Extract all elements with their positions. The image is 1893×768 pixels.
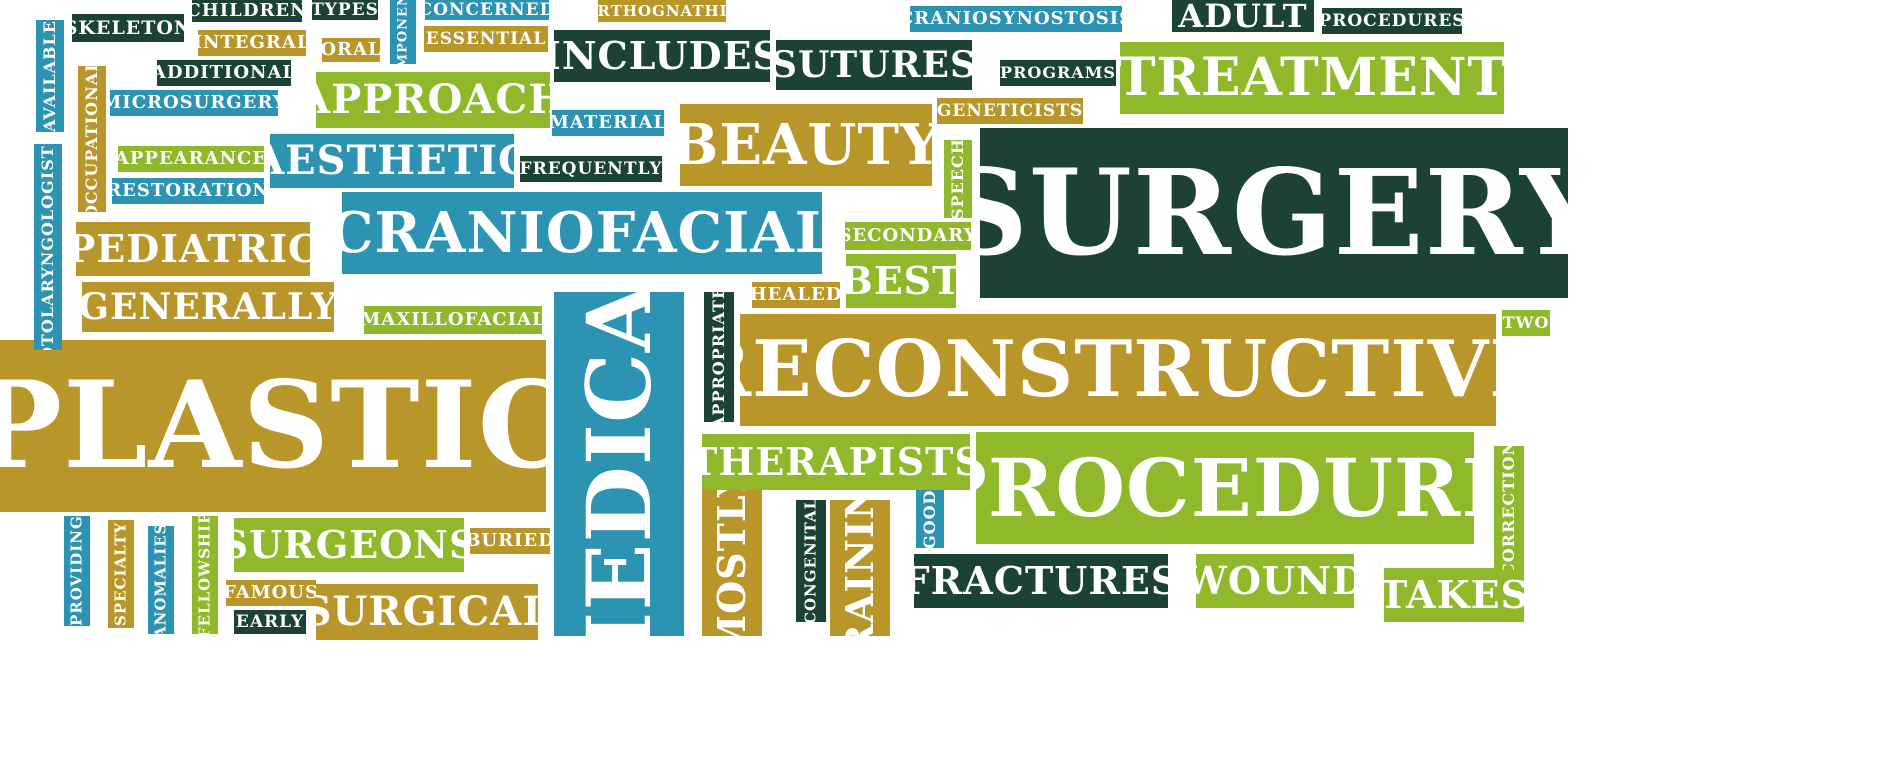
word-includes: INCLUDES [554, 30, 770, 82]
word-surgical: SURGICAL [316, 584, 538, 640]
word-integral: INTEGRAL [198, 30, 306, 56]
word-available: AVAILABLE [36, 20, 64, 132]
word-fractures: FRACTURES [914, 554, 1168, 608]
word-procedures: PROCEDURES [1322, 8, 1462, 34]
word-providing: PROVIDING [64, 516, 90, 626]
word-oral: ORAL [322, 38, 380, 62]
word-specialty: SPECIALTY [108, 520, 134, 628]
word-correction: CORRECTION [1494, 446, 1524, 570]
word-geneticists: GENETICISTS [937, 98, 1083, 124]
word-occupational: OCCUPATIONAL [78, 66, 106, 212]
word-therapists: THERAPISTS [702, 434, 970, 490]
word-famous: FAMOUS [226, 580, 316, 606]
word-beauty: BEAUTY [680, 104, 932, 186]
word-anomalies: ANOMALIES [148, 526, 174, 634]
word-essential: ESSENTIAL [424, 26, 548, 52]
word-components: COMPONENTS [390, 0, 416, 64]
word-surgery: SURGERY [980, 128, 1568, 298]
word-skeleton: SKELETON [72, 14, 184, 42]
word-appropriate: APPROPRIATE [704, 292, 734, 422]
word-generally: GENERALLY [82, 282, 334, 332]
word-best: BEST [846, 254, 956, 308]
word-training: TRAINING [830, 500, 890, 636]
word-approach: APPROACH [316, 72, 550, 128]
word-material: MATERIAL [552, 110, 664, 136]
word-speech: SPEECH [944, 140, 972, 218]
word-two: TWO [1502, 310, 1550, 336]
word-frequently: FREQUENTLY [520, 156, 662, 182]
word-craniosynostosis: CRANIOSYNOSTOSIS [910, 6, 1122, 32]
word-fellowship: FELLOWSHIP [192, 516, 218, 634]
word-reconstructive: RECONSTRUCTIVE [740, 314, 1496, 426]
word-wound: WOUND [1196, 554, 1354, 608]
word-good: GOOD [916, 490, 944, 548]
word-programs: PROGRAMS [1000, 60, 1116, 86]
word-buried: BURIED [470, 528, 550, 554]
word-adult: ADULT [1172, 0, 1314, 32]
word-pediatric: PEDIATRIC [76, 222, 310, 276]
word-plastic: PLASTIC [0, 340, 546, 512]
word-mostly: MOSTLY [702, 490, 762, 636]
word-appearance: APPEARANCE [118, 146, 264, 172]
word-sutures: SUTURES [776, 40, 972, 90]
word-concerned: CONCERNED [425, 0, 549, 20]
word-secondary: SECONDARY [845, 222, 971, 250]
word-surgeons: SURGEONS [234, 518, 464, 572]
word-additional: ADDITIONAL [157, 60, 291, 86]
word-otolaryngologists: OTOLARYNGOLOGISTS [34, 144, 62, 350]
word-procedure: PROCEDURE [976, 432, 1474, 544]
word-craniofacial: CRANIOFACIAL [342, 192, 822, 274]
word-maxillofacial: MAXILLOFACIAL [364, 306, 542, 334]
word-healed: HEALED [752, 282, 840, 308]
word-orthognathic: ORTHOGNATHIC [598, 0, 726, 22]
word-children: CHILDREN [192, 0, 302, 22]
word-restoration: RESTORATION [112, 178, 264, 204]
word-microsurgery: MICROSURGERY [110, 90, 278, 116]
word-congenital: CONGENITAL [796, 500, 826, 622]
word-aesthetic: AESTHETIC [270, 134, 514, 188]
word-medical: MEDICAL [554, 292, 684, 636]
word-treatment: TREATMENT [1120, 42, 1504, 114]
word-types: TYPES [312, 0, 378, 20]
word-takes: TAKES [1384, 568, 1524, 622]
word-early: EARLY [234, 610, 306, 634]
